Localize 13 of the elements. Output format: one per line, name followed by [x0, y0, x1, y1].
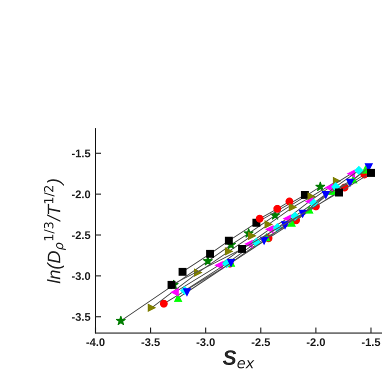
y-tick-label: -3.0 — [72, 272, 90, 280]
x-axis-title: S$_{ex}$ — [222, 350, 254, 368]
y-tick-label: -2.5 — [72, 231, 90, 240]
y-axis-title: ln(D$_{ρ}$$^{1/3}$/T$^{1/2}$) — [44, 179, 66, 284]
y-tick-label: -3.5 — [72, 313, 90, 321]
x-tick-label: -2.0 — [306, 338, 326, 346]
y-tick-label: -2.0 — [72, 190, 90, 198]
x-tick-label: -2.5 — [252, 338, 270, 346]
y-tick-label: -1.5 — [72, 150, 90, 158]
x-tick-label: -3.5 — [141, 338, 160, 346]
x-tick-label: -3.0 — [196, 338, 215, 346]
x-tick-label: -1.5 — [362, 338, 380, 346]
x-tick-label: -4.0 — [86, 338, 105, 346]
